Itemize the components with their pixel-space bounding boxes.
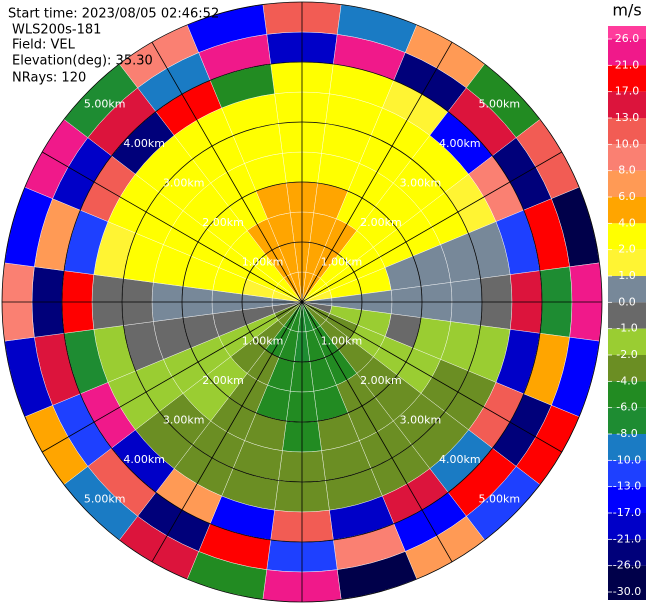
colorbar-label: 17.0: [615, 85, 640, 98]
colorbar-label: 0.0: [618, 295, 636, 308]
ring-label: 2.00km: [360, 216, 402, 229]
info-line: Start time: 2023/08/05 02:46:52: [8, 7, 219, 22]
ring-label: 1.00km: [321, 334, 363, 347]
colorbar-segment: [608, 302, 646, 329]
colorbar-segment: [608, 486, 646, 513]
info-line: Elevation(deg): 35.30: [12, 54, 153, 69]
colorbar-segment: [608, 65, 646, 92]
info-line: Field: VEL: [12, 38, 76, 53]
info-line: WLS200s-181: [12, 23, 101, 38]
colorbar-label: 4.0: [618, 216, 636, 229]
ring-label: 5.00km: [84, 492, 126, 505]
spoke: [41, 151, 562, 453]
colorbar-label: -13.0: [613, 480, 641, 493]
colorbar-segment: [608, 197, 646, 224]
ring-label: 1.00km: [321, 256, 363, 269]
colorbar-segment: [608, 118, 646, 145]
colorbar-segment: [608, 223, 646, 250]
ring-label: 3.00km: [400, 413, 442, 426]
colorbar-segment: [608, 144, 646, 171]
colorbar-label: 1.0: [618, 269, 636, 282]
colorbar-segment: [608, 276, 646, 303]
ring-label: 2.00km: [360, 374, 402, 387]
ring-label: 1.00km: [242, 256, 284, 269]
range-ring: [1, 1, 603, 603]
ring-label: 4.00km: [123, 137, 165, 150]
ring-label: 1.00km: [242, 334, 284, 347]
range-ring: [121, 121, 483, 483]
colorbar-label: -17.0: [613, 506, 641, 519]
colorbar-label: -30.0: [613, 585, 641, 598]
colorbar-label: 2.0: [618, 243, 636, 256]
ring-label: 3.00km: [163, 413, 205, 426]
ring-label: 2.00km: [202, 216, 244, 229]
colorbar-label: 13.0: [615, 111, 640, 124]
colorbar-segment: [608, 328, 646, 355]
range-ring: [241, 241, 363, 363]
ring-label: 5.00km: [478, 492, 520, 505]
ring-label: 2.00km: [202, 374, 244, 387]
colorbar-label: -26.0: [613, 559, 641, 572]
colorbar-segment: [608, 249, 646, 276]
colorbar-title: m/s: [612, 1, 641, 20]
colorbar-segment: [608, 539, 646, 566]
colorbar: 26.0 21.0 17.0 13.0 10.0 8.0 6.0 4.0 2.0 1.0 0.0 -1…: [608, 26, 646, 600]
colorbar-segment: [608, 407, 646, 434]
colorbar-segment: [608, 434, 646, 461]
ring-label: 3.00km: [400, 177, 442, 190]
colorbar-segment: [608, 565, 646, 600]
ring-label: 4.00km: [439, 137, 481, 150]
colorbar-label: -21.0: [613, 532, 641, 545]
colorbar-label: -4.0: [616, 374, 637, 387]
range-ring: [181, 181, 423, 423]
range-ring: [61, 61, 543, 543]
colorbar-segment: [608, 170, 646, 197]
colorbar-label: 10.0: [615, 137, 640, 150]
colorbar-label: 21.0: [615, 58, 640, 71]
colorbar-label: -10.0: [613, 453, 641, 466]
colorbar-label: 8.0: [618, 164, 636, 177]
colorbar-label: -2.0: [616, 348, 637, 361]
colorbar-label: -1.0: [616, 322, 637, 335]
colorbar-segment: [608, 460, 646, 487]
ring-label: 5.00km: [84, 98, 126, 111]
colorbar-label: 26.0: [615, 32, 640, 45]
ring-label: 4.00km: [123, 453, 165, 466]
colorbar-segment: [608, 26, 646, 39]
ring-label: 3.00km: [163, 177, 205, 190]
ring-label: 5.00km: [478, 98, 520, 111]
colorbar-label: -6.0: [616, 401, 637, 414]
colorbar-label: -8.0: [616, 427, 637, 440]
colorbar-segment: [608, 39, 646, 66]
polar-grid: 1.00km 1.00km 1.00km 1.00km 2.00km 2.00km 2.00…: [1, 1, 603, 603]
velocity-field: [1, 1, 603, 603]
colorbar-label: 6.0: [618, 190, 636, 203]
colorbar-segment: [608, 355, 646, 382]
ring-label: 4.00km: [439, 453, 481, 466]
colorbar-segment: [608, 513, 646, 540]
info-block: Start time: 2023/08/05 02:46:52 WLS200s-…: [8, 7, 219, 86]
colorbar-segment: [608, 381, 646, 408]
colorbar-segment: [608, 91, 646, 118]
info-line: NRays: 120: [12, 71, 86, 86]
